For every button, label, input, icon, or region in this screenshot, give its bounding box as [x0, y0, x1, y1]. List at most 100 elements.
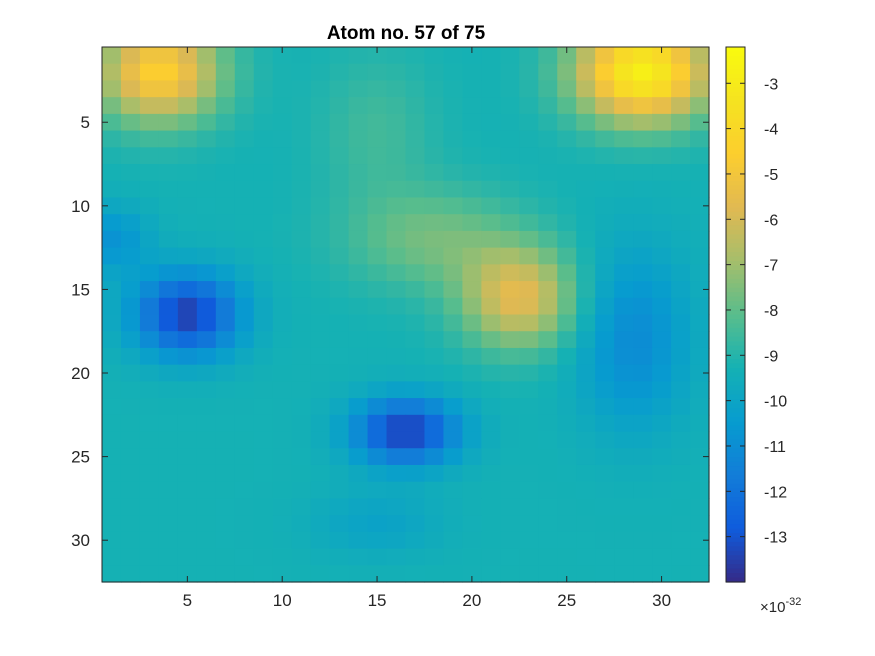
colorbar-segment: [726, 154, 745, 160]
heatmap-cell: [424, 47, 445, 65]
heatmap-cell: [538, 364, 558, 382]
heatmap-cell: [272, 414, 293, 433]
heatmap-cell: [690, 364, 710, 382]
heatmap-cell: [120, 113, 141, 132]
heatmap-cell: [272, 230, 293, 249]
heatmap-cell: [272, 498, 293, 516]
colorbar-segment: [726, 515, 745, 521]
heatmap-cell: [177, 548, 198, 566]
heatmap-cell: [215, 431, 236, 449]
heatmap-cell: [329, 531, 350, 550]
colorbar-segment: [726, 180, 745, 186]
heatmap-cell: [633, 147, 653, 165]
heatmap-cell: [595, 481, 615, 500]
heatmap-cell: [196, 281, 217, 299]
heatmap-cell: [158, 548, 179, 566]
heatmap-cell: [102, 297, 122, 316]
heatmap-cell: [310, 47, 331, 65]
heatmap-cell: [500, 281, 520, 299]
heatmap-cell: [120, 214, 141, 232]
heatmap-cell: [500, 63, 520, 82]
heatmap-cell: [538, 164, 558, 182]
heatmap-cell: [633, 97, 653, 115]
heatmap-cell: [329, 247, 350, 265]
heatmap-cell: [139, 214, 160, 232]
heatmap-cell: [215, 565, 236, 583]
heatmap-cell: [595, 364, 615, 382]
heatmap-cell: [519, 247, 539, 265]
colorbar-segment: [726, 336, 745, 342]
heatmap-cell: [633, 197, 653, 215]
heatmap-cell: [367, 180, 388, 199]
heatmap-cell: [557, 47, 577, 65]
heatmap-cell: [310, 464, 331, 483]
heatmap-cell: [443, 247, 464, 265]
heatmap-cell: [538, 414, 558, 433]
heatmap-cell: [139, 97, 160, 115]
heatmap-cell: [633, 331, 653, 349]
heatmap-cell: [405, 113, 426, 132]
heatmap-cell: [139, 481, 160, 500]
heatmap-cell: [557, 481, 577, 500]
colorbar-segment: [726, 568, 745, 574]
heatmap-cell: [576, 197, 596, 215]
heatmap-cell: [158, 47, 179, 65]
heatmap-cell: [139, 297, 160, 316]
colorbar-segment: [726, 261, 745, 267]
heatmap-cell: [690, 214, 710, 232]
heatmap-cell: [576, 398, 596, 416]
colorbar-segment: [726, 64, 745, 70]
heatmap-cell: [576, 565, 596, 583]
heatmap-cell: [405, 47, 426, 65]
heatmap-cell: [215, 331, 236, 349]
heatmap-cell: [367, 130, 388, 148]
heatmap-cell: [310, 381, 331, 399]
heatmap-cell: [443, 481, 464, 500]
heatmap-cell: [519, 63, 539, 82]
colorbar-segment: [726, 372, 745, 378]
heatmap-cell: [272, 130, 293, 148]
heatmap-cell: [102, 381, 122, 399]
heatmap-cell: [481, 481, 501, 500]
heatmap-cell: [614, 347, 634, 366]
heatmap-cell: [234, 498, 255, 516]
heatmap-cell: [595, 63, 615, 82]
heatmap-cell: [177, 364, 198, 382]
heatmap-cell: [500, 230, 520, 249]
heatmap-cell: [272, 481, 293, 500]
colorbar-segment: [726, 448, 745, 454]
heatmap-cell: [557, 464, 577, 483]
heatmap-cell: [538, 47, 558, 65]
heatmap-cell: [386, 331, 407, 349]
heatmap-cell: [443, 97, 464, 115]
heatmap-cell: [443, 197, 464, 215]
heatmap-cell: [367, 431, 388, 449]
colorbar-segment: [726, 385, 745, 391]
heatmap-cell: [633, 264, 653, 282]
heatmap-cell: [367, 197, 388, 215]
heatmap-cell: [102, 247, 122, 265]
heatmap-cell: [139, 314, 160, 332]
heatmap-cell: [576, 314, 596, 332]
heatmap-cell: [462, 247, 482, 265]
heatmap-cell: [139, 247, 160, 265]
heatmap-cell: [671, 548, 691, 566]
heatmap-cell: [538, 297, 558, 316]
heatmap-cell: [652, 281, 672, 299]
heatmap-cell: [158, 481, 179, 500]
heatmap-cell: [652, 164, 672, 182]
heatmap-cell: [462, 448, 482, 466]
heatmap-cell: [177, 97, 198, 115]
heatmap-cell: [500, 47, 520, 65]
heatmap-cell: [215, 464, 236, 483]
heatmap-cell: [386, 364, 407, 382]
heatmap-cell: [177, 347, 198, 366]
heatmap-cell: [424, 481, 445, 500]
heatmap-cell: [102, 130, 122, 148]
heatmap-cell: [633, 364, 653, 382]
heatmap-cell: [614, 297, 634, 316]
heatmap-cell: [291, 498, 312, 516]
heatmap-cell: [139, 364, 160, 382]
heatmap-cell: [538, 247, 558, 265]
heatmap-cell: [158, 515, 179, 533]
